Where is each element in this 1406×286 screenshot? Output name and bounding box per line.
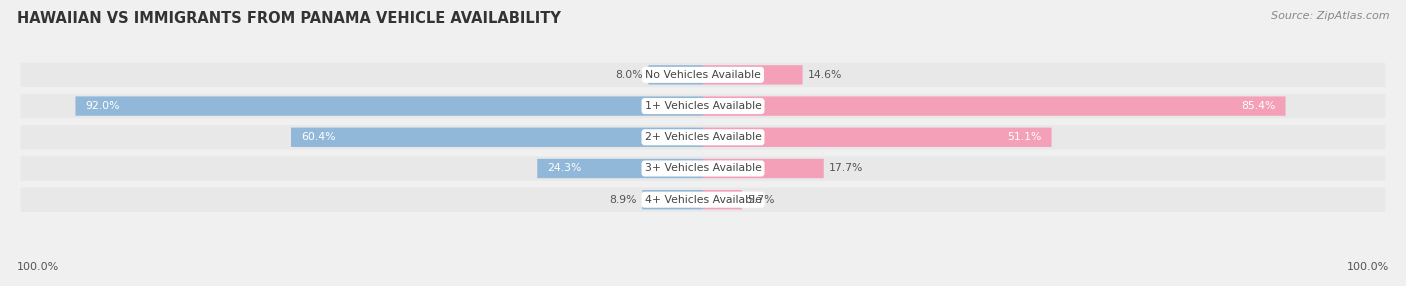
FancyBboxPatch shape — [76, 96, 703, 116]
Text: 5.7%: 5.7% — [748, 195, 775, 205]
FancyBboxPatch shape — [703, 96, 1285, 116]
FancyBboxPatch shape — [291, 128, 703, 147]
Text: 100.0%: 100.0% — [1347, 262, 1389, 272]
Text: 8.0%: 8.0% — [616, 70, 643, 80]
FancyBboxPatch shape — [648, 65, 703, 85]
Text: HAWAIIAN VS IMMIGRANTS FROM PANAMA VEHICLE AVAILABILITY: HAWAIIAN VS IMMIGRANTS FROM PANAMA VEHIC… — [17, 11, 561, 26]
Text: No Vehicles Available: No Vehicles Available — [645, 70, 761, 80]
FancyBboxPatch shape — [703, 159, 824, 178]
FancyBboxPatch shape — [537, 159, 703, 178]
FancyBboxPatch shape — [21, 188, 1385, 212]
FancyBboxPatch shape — [21, 125, 1385, 150]
Text: 2+ Vehicles Available: 2+ Vehicles Available — [644, 132, 762, 142]
Text: 100.0%: 100.0% — [17, 262, 59, 272]
FancyBboxPatch shape — [21, 63, 1385, 87]
FancyBboxPatch shape — [703, 190, 742, 209]
Text: 14.6%: 14.6% — [808, 70, 842, 80]
FancyBboxPatch shape — [21, 156, 1385, 181]
Text: Source: ZipAtlas.com: Source: ZipAtlas.com — [1271, 11, 1389, 21]
Text: 92.0%: 92.0% — [86, 101, 120, 111]
Text: 3+ Vehicles Available: 3+ Vehicles Available — [644, 164, 762, 174]
Text: 4+ Vehicles Available: 4+ Vehicles Available — [644, 195, 762, 205]
Text: 85.4%: 85.4% — [1241, 101, 1275, 111]
FancyBboxPatch shape — [21, 94, 1385, 118]
FancyBboxPatch shape — [703, 65, 803, 85]
Text: 17.7%: 17.7% — [830, 164, 863, 174]
Text: 24.3%: 24.3% — [547, 164, 582, 174]
Text: 8.9%: 8.9% — [609, 195, 637, 205]
Text: 51.1%: 51.1% — [1007, 132, 1042, 142]
Text: 60.4%: 60.4% — [301, 132, 336, 142]
FancyBboxPatch shape — [703, 128, 1052, 147]
FancyBboxPatch shape — [643, 190, 703, 209]
Text: 1+ Vehicles Available: 1+ Vehicles Available — [644, 101, 762, 111]
